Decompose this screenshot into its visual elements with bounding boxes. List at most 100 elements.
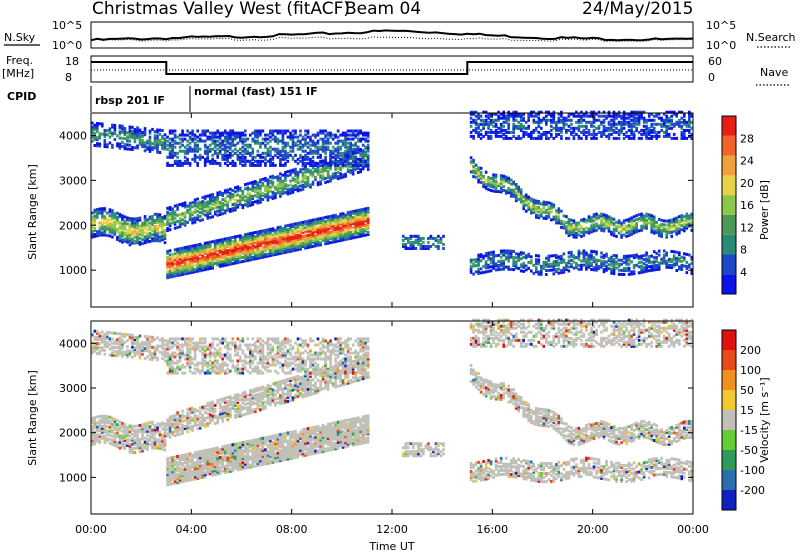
heatmap-cell <box>128 217 132 220</box>
heatmap-cell <box>552 118 556 122</box>
heatmap-cell <box>301 173 305 177</box>
heatmap-cell <box>121 128 124 132</box>
heatmap-cell <box>487 130 490 134</box>
heatmap-cell <box>662 255 666 259</box>
heatmap-cell <box>103 231 107 235</box>
heatmap-cell <box>251 237 255 241</box>
heatmap-cell <box>346 235 350 239</box>
heatmap-cell <box>118 233 122 237</box>
heatmap-cell <box>206 214 209 218</box>
heatmap-cell <box>567 269 571 273</box>
heatmap-cell <box>239 256 242 260</box>
heatmap-cell <box>271 229 275 233</box>
heatmap-cell <box>645 226 648 230</box>
heatmap-cell <box>196 269 199 273</box>
heatmap-cell <box>183 219 187 223</box>
heatmap-cell <box>93 228 97 232</box>
heatmap-cell <box>229 143 232 147</box>
heatmap-cell <box>196 201 199 205</box>
heatmap-cell <box>101 334 104 338</box>
heatmap-cell <box>499 124 503 128</box>
heatmap-cell <box>577 227 581 231</box>
heatmap-cell <box>635 118 638 122</box>
heatmap-cell <box>647 213 651 217</box>
heatmap-cell <box>143 237 147 241</box>
heatmap-cell <box>517 185 520 189</box>
heatmap-cell <box>316 243 320 247</box>
heatmap-cell <box>341 226 345 230</box>
heatmap-cell <box>507 249 510 253</box>
heatmap-cell <box>557 271 561 275</box>
heatmap-cell <box>93 144 97 147</box>
heatmap-cell <box>106 133 109 137</box>
heatmap-cell <box>354 141 357 145</box>
heatmap-cell <box>93 337 97 341</box>
heatmap-cell <box>229 151 232 155</box>
heatmap-cell <box>532 120 536 124</box>
heatmap-cell <box>291 233 295 236</box>
heatmap-cell <box>607 120 611 124</box>
heatmap-cell <box>414 247 418 250</box>
heatmap-cell <box>492 130 495 134</box>
heatmap-cell <box>254 186 257 190</box>
heatmap-cell <box>499 112 503 116</box>
heatmap-cell <box>487 126 490 130</box>
heatmap-cell <box>151 148 154 152</box>
heatmap-cell <box>294 129 297 133</box>
heatmap-cell <box>186 269 189 273</box>
heatmap-cell <box>156 227 159 230</box>
heatmap-cell <box>655 230 658 234</box>
heatmap-cell <box>615 234 618 238</box>
heatmap-cell <box>128 133 132 137</box>
heatmap-cell <box>221 212 224 216</box>
heatmap-cell <box>690 261 694 265</box>
heatmap-cell <box>434 238 438 242</box>
heatmap-cell <box>314 236 317 240</box>
heatmap-cell <box>487 122 490 126</box>
heatmap-cell <box>256 236 260 240</box>
heatmap-cell <box>577 221 581 225</box>
heatmap-cell <box>321 226 325 230</box>
colorbar-swatch <box>722 175 736 196</box>
heatmap-cell <box>161 226 164 230</box>
heatmap-cell <box>361 165 365 169</box>
date-label: 24/May/2015 <box>582 0 694 19</box>
heatmap-cell <box>612 124 616 128</box>
heatmap-cell <box>156 130 159 134</box>
heatmap-cell <box>557 215 561 219</box>
heatmap-cell <box>231 143 235 147</box>
heatmap-cell <box>151 223 154 227</box>
heatmap-cell <box>171 163 174 167</box>
heatmap-cell <box>226 131 229 135</box>
heatmap-cell <box>319 227 322 231</box>
heatmap-cell <box>249 203 252 207</box>
heatmap-cell <box>101 434 104 438</box>
heatmap-cell <box>281 133 285 137</box>
heatmap-cell <box>592 215 596 219</box>
heatmap-cell <box>575 233 578 237</box>
heatmap-cell <box>642 218 646 222</box>
heatmap-cell <box>512 118 515 122</box>
heatmap-cell <box>286 232 290 236</box>
heatmap-cell <box>279 239 282 243</box>
heatmap-cell <box>404 236 408 240</box>
heatmap-cell <box>246 244 250 248</box>
heatmap-cell <box>309 235 312 239</box>
heatmap-cell <box>306 235 310 239</box>
heatmap-cell <box>284 163 287 167</box>
heatmap-cell <box>662 130 666 134</box>
heatmap-cell <box>113 138 117 141</box>
heatmap-cell <box>580 259 583 263</box>
heatmap-cell <box>319 174 322 178</box>
heatmap-cell <box>497 126 500 130</box>
heatmap-cell <box>582 259 586 263</box>
heatmap-cell <box>244 155 247 159</box>
heatmap-cell <box>306 180 310 184</box>
heatmap-cell <box>587 114 591 118</box>
heatmap-cell <box>489 122 493 126</box>
heatmap-cell <box>341 151 345 155</box>
heatmap-cell <box>657 253 661 257</box>
heatmap-cell <box>221 131 224 135</box>
heatmap-cell <box>186 143 189 147</box>
heatmap-cell <box>482 256 485 260</box>
